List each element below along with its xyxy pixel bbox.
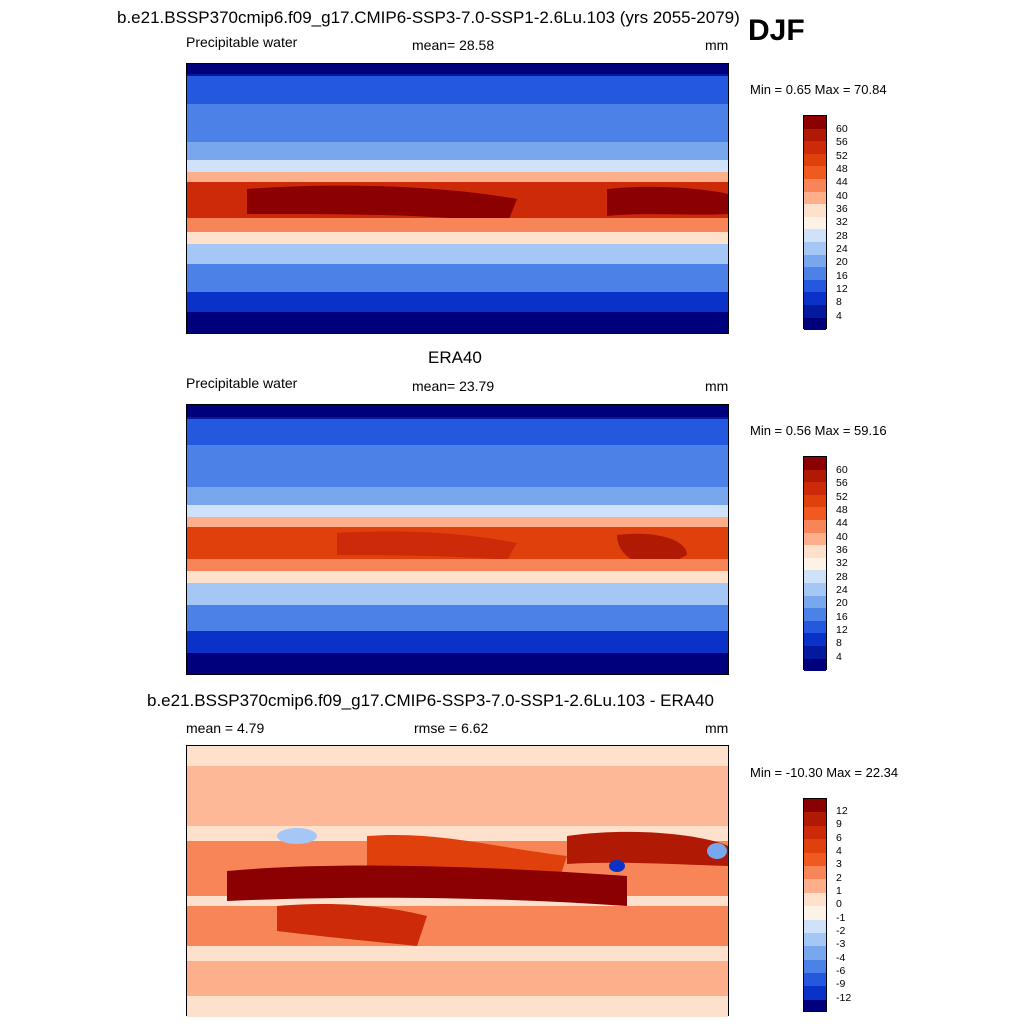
panel2-map	[186, 404, 729, 675]
panel3-cb-label: -2	[836, 925, 846, 937]
panel2-cb-label: 8	[836, 637, 842, 649]
panel3-cb-label: 1	[836, 885, 842, 897]
panel1-cb-label: 48	[836, 163, 848, 175]
panel1-cb-label: 28	[836, 230, 848, 242]
panel1-cb-label: 4	[836, 310, 842, 322]
panel1-variable: Precipitable water	[186, 34, 298, 50]
panel2-cb-label: 56	[836, 477, 848, 489]
panel2-variable: Precipitable water	[186, 375, 298, 391]
panel3-cb-label: 4	[836, 845, 842, 857]
panel3-cb-label: -12	[836, 992, 852, 1004]
panel1-cb-label: 12	[836, 283, 848, 295]
panel1-cb-label: 20	[836, 256, 848, 268]
panel1-map	[186, 63, 729, 334]
panel2-cb-label: 40	[836, 531, 848, 543]
panel2-cb-label: 52	[836, 491, 848, 503]
panel3-cb-label: 6	[836, 832, 842, 844]
panel1-cb-label: 36	[836, 203, 848, 215]
panel3-title: b.e21.BSSP370cmip6.f09_g17.CMIP6-SSP3-7.…	[147, 691, 715, 710]
panel3-cb-label: -9	[836, 978, 846, 990]
panel1-cb-label: 8	[836, 296, 842, 308]
panel3-units: mm	[705, 720, 729, 736]
panel2-units: mm	[705, 378, 729, 394]
panel1-minmax: Min = 0.65 Max = 70.84	[750, 82, 887, 97]
panel1-mean: mean= 28.58	[412, 37, 495, 53]
panel3-cb-label: 9	[836, 818, 842, 830]
panel1-cb-label: 24	[836, 243, 848, 255]
panel3-cb-label: -1	[836, 912, 846, 924]
panel2-cb-label: 12	[836, 624, 848, 636]
panel2-colorbar	[803, 456, 827, 671]
panel1-cb-label: 60	[836, 123, 848, 135]
panel2-title: ERA40	[428, 348, 482, 367]
panel3-cb-label: -3	[836, 938, 846, 950]
panel2-cb-label: 20	[836, 597, 848, 609]
panel2-cb-label: 24	[836, 584, 848, 596]
panel2-cb-label: 48	[836, 504, 848, 516]
panel2-mean: mean= 23.79	[412, 378, 495, 394]
panel1-cb-label: 32	[836, 216, 848, 228]
panel1-title: b.e21.BSSP370cmip6.f09_g17.CMIP6-SSP3-7.…	[117, 8, 740, 27]
panel1-cb-label: 44	[836, 176, 848, 188]
panel2-cb-label: 4	[836, 651, 842, 663]
panel2-cb-label: 44	[836, 517, 848, 529]
panel3-cb-label: 12	[836, 805, 848, 817]
panel3-colorbar	[803, 798, 827, 1012]
panel3-cb-label: -4	[836, 952, 846, 964]
panel1-colorbar	[803, 115, 827, 330]
panel1-cb-label: 56	[836, 136, 848, 148]
panel2-minmax: Min = 0.56 Max = 59.16	[750, 423, 887, 438]
panel1-cb-label: 40	[836, 190, 848, 202]
panel1-cb-label: 16	[836, 270, 848, 282]
panel3-cb-label: 0	[836, 898, 842, 910]
panel3-mean: mean = 4.79	[186, 720, 265, 736]
panel3-rmse: rmse = 6.62	[414, 720, 489, 736]
panel3-cb-label: -6	[836, 965, 846, 977]
panel1-units: mm	[705, 37, 729, 53]
panel2-cb-label: 36	[836, 544, 848, 556]
panel3-cb-label: 3	[836, 858, 842, 870]
panel3-minmax: Min = -10.30 Max = 22.34	[750, 765, 899, 780]
panel3-cb-label: 2	[836, 872, 842, 884]
panel3-map	[186, 745, 729, 1017]
panel2-cb-label: 60	[836, 464, 848, 476]
panel2-cb-label: 28	[836, 571, 848, 583]
panel2-cb-label: 32	[836, 557, 848, 569]
panel1-cb-label: 52	[836, 150, 848, 162]
panel2-cb-label: 16	[836, 611, 848, 623]
season-label: DJF	[748, 14, 805, 47]
